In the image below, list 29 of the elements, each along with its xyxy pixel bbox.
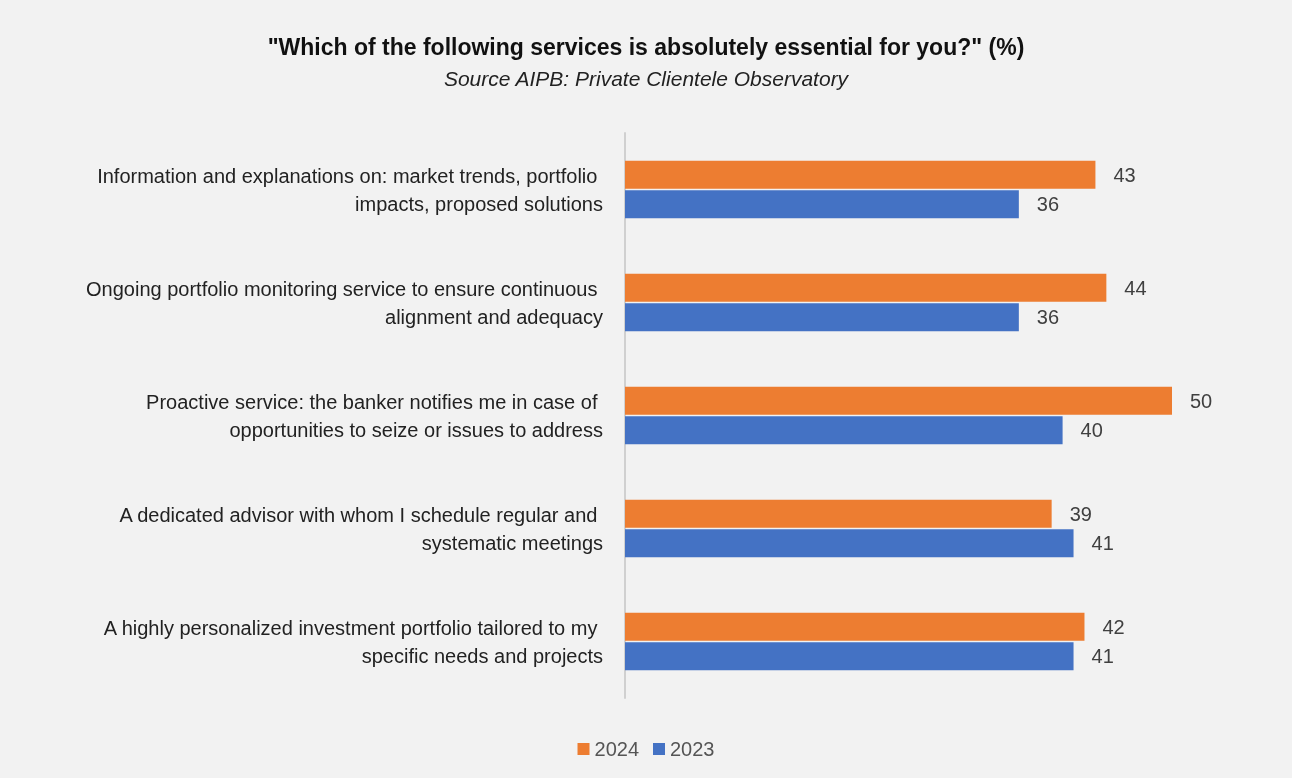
bar: [625, 529, 1074, 558]
data-label: 41: [1091, 532, 1114, 555]
bar: [625, 190, 1019, 219]
bar: [625, 499, 1052, 528]
y-tick-label: A highly personalized investment portfolio tailored to my specific needs and projects: [103, 616, 603, 667]
legend-label: 2023: [670, 738, 715, 760]
bar: [625, 386, 1172, 415]
data-label: 39: [1069, 502, 1092, 525]
chart-subtitle: Source AIPB: Private Clientele Observatory: [443, 67, 850, 90]
data-label: 36: [1036, 193, 1060, 216]
y-tick-label: A dedicated advisor with whom I schedule regular and systematic meetings: [119, 503, 603, 554]
bar: [625, 642, 1074, 671]
bar: [625, 160, 1096, 189]
data-label: 50: [1190, 389, 1213, 412]
data-label: 42: [1102, 615, 1125, 638]
data-label: 44: [1124, 276, 1147, 299]
bar: [625, 612, 1085, 641]
y-tick-label: Information and explanations on: market trends, portfolio impacts, proposed solutions: [97, 164, 603, 215]
bar: [625, 416, 1063, 445]
bar: [625, 273, 1107, 302]
legend-label: 2024: [594, 738, 640, 760]
data-label: 36: [1036, 306, 1060, 329]
bar: [625, 303, 1019, 332]
data-label: 41: [1091, 645, 1114, 668]
data-label: 40: [1080, 419, 1103, 442]
data-label: 43: [1113, 163, 1136, 186]
chart-title: "Which of the following services is absolutely essential for you?" (%): [267, 33, 1025, 60]
y-tick-label: Ongoing portfolio monitoring service to ensure continuous alignment and adequacy: [86, 277, 603, 328]
y-tick-label: Proactive service: the banker notifies me in case of opportunities to seize or issues to address: [146, 390, 603, 441]
